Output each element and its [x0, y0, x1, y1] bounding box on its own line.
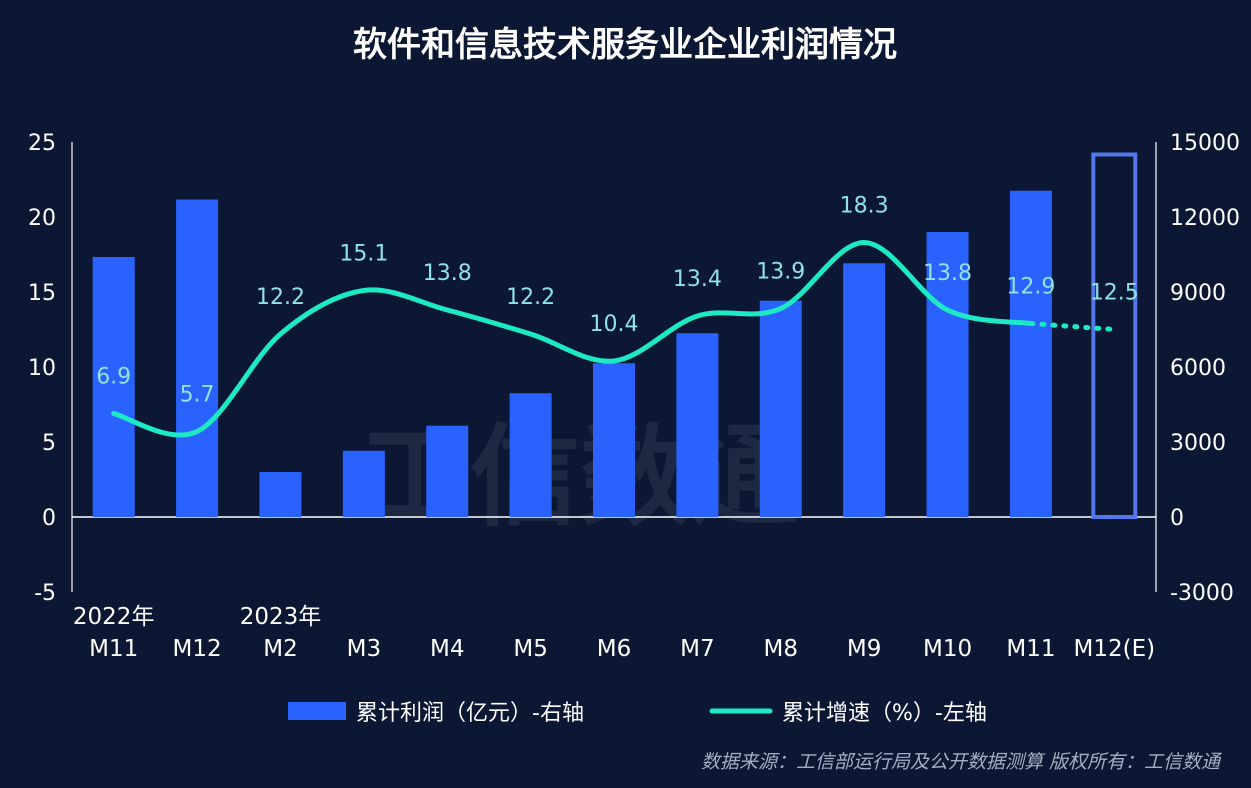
category-label: M5: [513, 636, 547, 662]
left-tick-label: 0: [42, 506, 56, 531]
growth-line: [111, 239, 1034, 438]
right-tick-label: 6000: [1170, 356, 1226, 381]
bar: [509, 393, 552, 517]
bar: [676, 333, 719, 517]
category-label: M4: [430, 636, 464, 662]
category-label: M7: [680, 636, 714, 662]
year-label: 2022年: [73, 604, 155, 630]
left-tick-label: 10: [28, 356, 56, 381]
category-label: M6: [597, 636, 631, 662]
growth-data-label: 12.9: [1006, 275, 1055, 300]
growth-data-label: 18.3: [840, 194, 889, 219]
category-label: M11: [89, 636, 138, 662]
year-label: 2023年: [240, 604, 322, 630]
growth-data-label: 12.2: [506, 285, 555, 310]
chart-title: 软件和信息技术服务业企业利润情况: [353, 25, 897, 65]
bar: [176, 199, 219, 517]
left-tick-label: 15: [28, 281, 56, 306]
bar: [759, 300, 802, 517]
legend-bar-label: 累计利润（亿元）-右轴: [356, 701, 584, 726]
right-tick-label: 0: [1170, 506, 1184, 531]
growth-data-label: 12.2: [256, 285, 305, 310]
left-tick-label: -5: [34, 581, 56, 606]
growth-data-label: 10.4: [590, 312, 639, 337]
bar-estimate: [1091, 152, 1138, 519]
legend-bar-swatch: [288, 702, 346, 720]
category-label: M12: [173, 636, 222, 662]
watermark-text: 工信数通: [360, 413, 800, 541]
right-tick-label: 15000: [1170, 131, 1240, 156]
category-label: M10: [923, 636, 972, 662]
growth-data-label: 13.8: [423, 261, 472, 286]
right-tick-label: 3000: [1170, 431, 1226, 456]
category-label: M2: [263, 636, 297, 662]
category-label: M9: [847, 636, 881, 662]
right-tick-label: 9000: [1170, 281, 1226, 306]
bar: [342, 450, 385, 517]
bar: [926, 232, 969, 517]
growth-data-label: 13.9: [756, 260, 805, 285]
bar: [426, 425, 469, 517]
bar: [259, 472, 302, 517]
growth-data-label: 13.8: [923, 261, 972, 286]
bar: [92, 257, 135, 517]
bar: [843, 263, 886, 517]
right-tick-label: -3000: [1170, 581, 1234, 606]
watermark: 工信数通: [360, 413, 800, 541]
growth-data-label: 15.1: [339, 242, 388, 267]
legend-line-label: 累计增速（%）-左轴: [782, 701, 987, 726]
left-tick-label: 20: [28, 206, 56, 231]
growth-data-label: 13.4: [673, 267, 722, 292]
category-label: M11: [1006, 636, 1055, 662]
category-label: M12(E): [1074, 636, 1156, 662]
growth-data-label: 5.7: [180, 383, 215, 408]
left-tick-label: 25: [28, 131, 56, 156]
category-label: M8: [764, 636, 798, 662]
bar: [1009, 190, 1052, 517]
right-tick-label: 12000: [1170, 206, 1240, 231]
growth-data-label: 12.5: [1090, 281, 1139, 306]
category-label: M3: [347, 636, 381, 662]
left-tick-label: 5: [42, 431, 56, 456]
growth-line-estimate: [1028, 321, 1117, 332]
bar: [593, 363, 635, 517]
source-note: 数据来源：工信部运行局及公开数据测算 版权所有：工信数通: [701, 751, 1223, 773]
growth-data-label: 6.9: [96, 365, 131, 390]
